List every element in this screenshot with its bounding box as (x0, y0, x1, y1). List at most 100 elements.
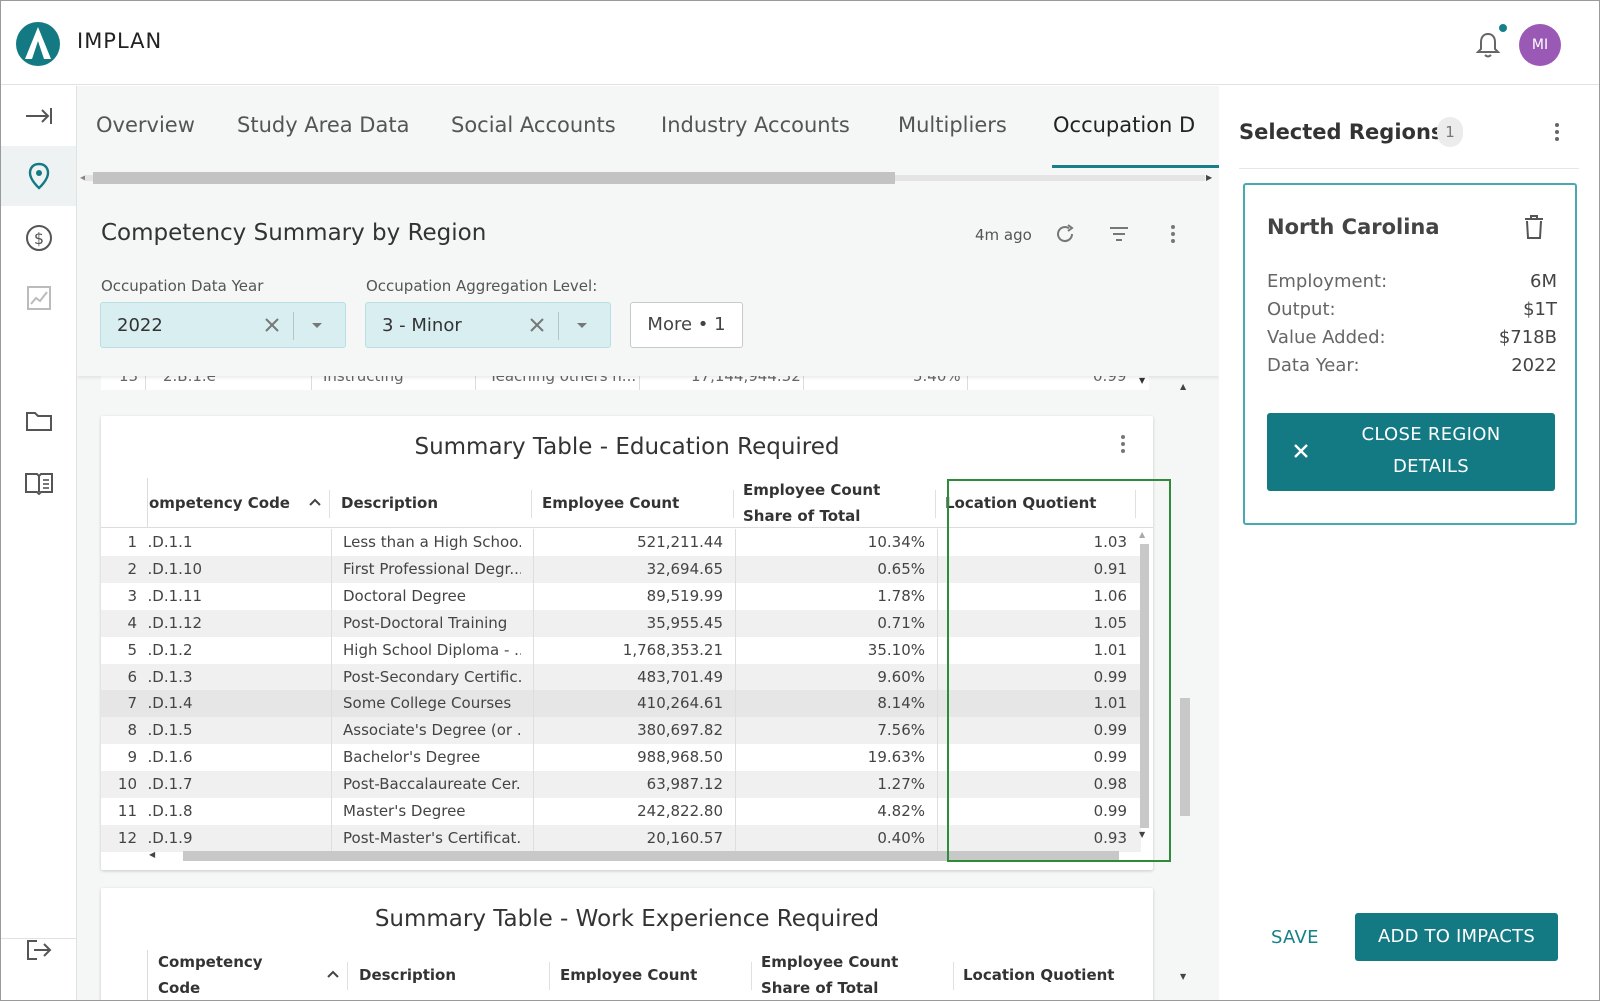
table-row[interactable]: 3 2.D.1.11 Doctoral Degree 89,519.99 1.78% 1.… (101, 582, 1141, 610)
user-avatar[interactable]: MI (1519, 24, 1561, 66)
clear-icon[interactable] (526, 314, 548, 336)
cell-employee-count: 410,264.61 (637, 694, 723, 713)
chevron-down-icon[interactable] (307, 315, 327, 335)
table-row[interactable]: 4 2.D.1.12 Post-Doctoral Training 35,955.45… (101, 609, 1141, 637)
scroll-left-icon[interactable]: ◀ (80, 173, 87, 182)
table-row[interactable]: 5 2.D.1.2 High School Diploma - ... 1,768,3… (101, 636, 1141, 664)
cell-divider (735, 529, 736, 556)
data-year-label: Occupation Data Year (101, 277, 264, 295)
nav-regions[interactable] (1, 146, 76, 206)
cell-code: 2.D.1.4 (147, 694, 193, 713)
nav-results[interactable] (1, 268, 76, 328)
column-header-competency-code[interactable]: Competency Code (158, 953, 263, 997)
cell-share: 1.78% (877, 586, 925, 605)
refresh-icon[interactable] (1053, 222, 1077, 246)
scroll-down-icon[interactable]: ▼ (1180, 972, 1187, 981)
scroll-left-icon[interactable]: ◀ (149, 850, 156, 859)
grid-horizontal-scrollbar[interactable]: ◀ (145, 848, 1137, 864)
scroll-thumb[interactable] (1140, 544, 1149, 828)
nav-projects[interactable] (1, 391, 76, 451)
scroll-right-icon[interactable]: ▶ (1206, 173, 1213, 182)
table-row[interactable]: 7 2.D.1.4 Some College Courses 410,264.61 8.… (101, 690, 1141, 718)
sort-ascending-icon[interactable] (325, 966, 341, 982)
scroll-down-icon[interactable]: ▼ (1139, 376, 1146, 385)
table-row[interactable]: 1 2.D.1.1 Less than a High Schoo... 521,211… (101, 529, 1141, 556)
tab-social-accounts[interactable]: Social Accounts (451, 113, 616, 137)
row-number: 6 (127, 667, 137, 686)
expand-sidebar-button[interactable] (1, 86, 76, 146)
column-divider (751, 962, 752, 990)
workspace-scrollbar[interactable]: ▲ ▼ (1177, 382, 1193, 1000)
table-row[interactable]: 2 2.D.1.10 First Professional Degr... 32,69… (101, 555, 1141, 583)
table-row[interactable]: 6 2.D.1.3 Post-Secondary Certific... 483,70… (101, 663, 1141, 691)
scroll-up-icon[interactable]: ▲ (1139, 530, 1146, 539)
scroll-up-icon[interactable]: ▲ (1180, 382, 1187, 391)
grid-header: ompetency Code Description Employee Coun… (101, 478, 1153, 528)
table-row[interactable]: 11 2.D.1.8 Master's Degree 242,822.80 4.82% 0… (101, 798, 1141, 825)
table-row[interactable]: 9 2.D.1.6 Bachelor's Degree 988,968.50 19.63… (101, 744, 1141, 772)
add-to-impacts-button[interactable]: ADD TO IMPACTS (1355, 913, 1558, 961)
more-filters-button[interactable]: More • 1 (630, 302, 743, 348)
last-updated-label: 4m ago (975, 226, 1032, 244)
tab-multipliers[interactable]: Multipliers (898, 113, 1007, 137)
column-header-competency-code[interactable]: ompetency Code (149, 494, 290, 512)
sort-ascending-icon[interactable] (307, 494, 323, 510)
scroll-thumb[interactable] (183, 851, 1119, 861)
tab-industry-accounts[interactable]: Industry Accounts (661, 113, 850, 137)
row-number: 12 (117, 828, 137, 847)
cell-divider (533, 582, 534, 610)
more-options-icon[interactable] (1111, 432, 1135, 456)
tab-overview[interactable]: Overview (96, 113, 195, 137)
clear-icon[interactable] (261, 314, 283, 336)
cell-divider (533, 771, 534, 799)
cell-employee-count: 521,211.44 (637, 533, 723, 551)
scroll-thumb[interactable] (93, 172, 895, 184)
row-number: 10 (117, 775, 137, 794)
stat-label: Value Added: (1267, 327, 1386, 348)
active-tab-indicator (1052, 165, 1219, 168)
close-region-details-button[interactable]: CLOSE REGION DETAILS (1267, 413, 1555, 491)
column-header-share[interactable]: Employee Count Share of Total (743, 481, 881, 525)
tab-study-area-data[interactable]: Study Area Data (237, 113, 410, 137)
cell-lq: 0.99 (1093, 376, 1127, 385)
save-button[interactable]: SAVE (1271, 927, 1319, 948)
tab-occupation-data[interactable]: Occupation D (1053, 113, 1196, 137)
selected-regions-panel: Selected Regions 1 North Carolina Employ… (1219, 86, 1599, 1000)
tab-scrollbar[interactable]: ◀ ▶ (77, 170, 1219, 186)
column-header-share[interactable]: Employee Count Share of Total (761, 953, 899, 997)
nav-docs[interactable] (1, 453, 76, 513)
column-divider (147, 950, 148, 1000)
more-options-icon[interactable] (1545, 120, 1569, 144)
scroll-thumb[interactable] (1180, 698, 1190, 816)
chevron-down-icon[interactable] (572, 315, 592, 335)
cell-divider (533, 663, 534, 691)
nav-economics[interactable]: $ (1, 208, 76, 268)
scroll-down-icon[interactable]: ▼ (1139, 830, 1146, 839)
cell-code: 2.D.1.5 (147, 721, 193, 740)
column-header-employee-count[interactable]: Employee Count (542, 494, 680, 512)
table-row[interactable]: 8 2.D.1.5 Associate's Degree (or ... 380,69… (101, 717, 1141, 745)
main-workspace: Overview Study Area Data Social Accounts… (77, 86, 1219, 1000)
cell-divider (937, 636, 938, 664)
notification-bell-icon[interactable] (1475, 31, 1501, 59)
column-header-location-quotient[interactable]: Location Quotient (945, 494, 1097, 512)
more-options-icon[interactable] (1161, 222, 1185, 246)
cell-divider (735, 771, 736, 799)
grid-vertical-scrollbar[interactable]: ▲ ▼ (1137, 530, 1151, 854)
column-header-description[interactable]: Description (359, 966, 457, 984)
implan-logo-icon[interactable] (15, 21, 61, 67)
table-row[interactable]: 10 2.D.1.7 Post-Baccalaureate Cer... 63,987… (101, 771, 1141, 799)
filter-icon[interactable] (1107, 222, 1131, 246)
cell-divider (735, 609, 736, 637)
data-year-select[interactable]: 2022 (100, 302, 346, 348)
table-row[interactable]: 12 2.D.1.9 Post-Master's Certificat... 20,1… (101, 824, 1141, 852)
column-header-employee-count[interactable]: Employee Count (560, 966, 698, 984)
column-header-description[interactable]: Description (341, 494, 439, 512)
data-year-value: 2022 (117, 315, 163, 336)
column-header-location-quotient[interactable]: Location Quotient (963, 966, 1115, 984)
logout-button[interactable] (1, 920, 76, 980)
aggregation-level-select[interactable]: 3 - Minor (365, 302, 611, 348)
cell-location-quotient: 0.99 (1093, 748, 1127, 767)
trash-icon[interactable] (1521, 213, 1547, 241)
cell-divider (735, 636, 736, 664)
